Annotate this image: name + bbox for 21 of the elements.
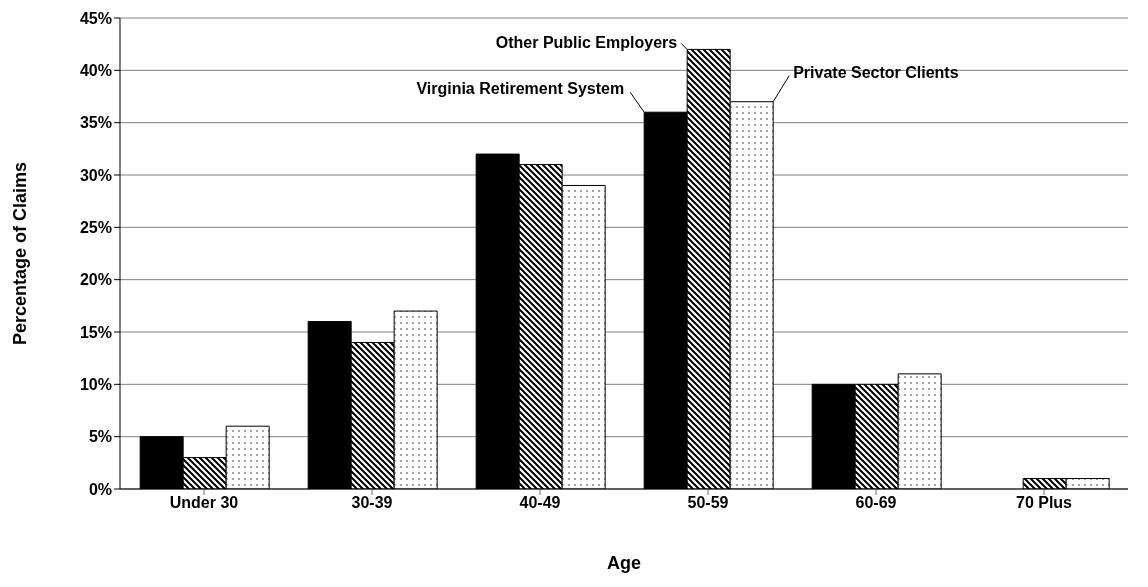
x-tick-label: 50-59 bbox=[687, 494, 729, 512]
x-tick-label: 30-39 bbox=[351, 494, 393, 512]
x-axis-title: Age bbox=[606, 553, 642, 573]
y-tick-label: 0% bbox=[88, 480, 112, 498]
y-tick-label: 35% bbox=[79, 114, 112, 132]
y-tick-label: 10% bbox=[79, 376, 112, 394]
y-tick-label: 20% bbox=[79, 271, 112, 289]
y-tick-label: 45% bbox=[79, 9, 112, 27]
y-tick-label: 15% bbox=[79, 323, 112, 341]
series-label: Private Sector Clients bbox=[793, 63, 959, 81]
y-tick-label: 30% bbox=[79, 166, 112, 184]
x-tick-label: 40-49 bbox=[519, 494, 561, 512]
x-tick-label: 70 Plus bbox=[1015, 494, 1073, 512]
y-axis-title: Percentage of Claims bbox=[10, 161, 31, 346]
y-tick-label: 5% bbox=[88, 428, 112, 446]
series-label: Other Public Employers bbox=[495, 33, 678, 51]
y-tick-label: 40% bbox=[79, 62, 112, 80]
x-tick-label: Under 30 bbox=[169, 494, 239, 512]
x-tick-label: 60-69 bbox=[855, 494, 897, 512]
series-label: Virginia Retirement System bbox=[416, 80, 625, 98]
y-tick-label: 25% bbox=[79, 219, 112, 237]
